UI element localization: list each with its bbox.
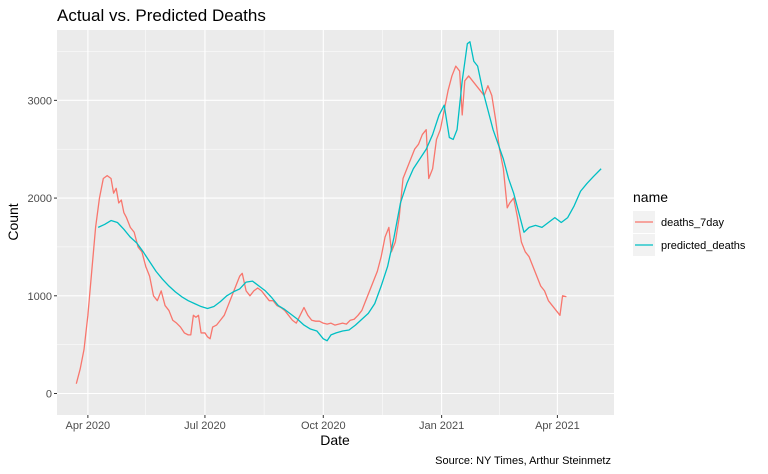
x-axis: Apr 2020 Jul 2020 Oct 2020 Jan 2021 Apr 2021 xyxy=(66,415,580,432)
series-lines xyxy=(75,41,602,384)
x-tick-label: Apr 2021 xyxy=(535,420,580,432)
series-line-deaths-7day xyxy=(75,65,567,384)
x-tick-label: Jul 2020 xyxy=(184,420,226,432)
legend-label: predicted_deaths xyxy=(661,240,746,252)
y-tick-label: 3000 xyxy=(28,95,52,107)
y-axis-title: Count xyxy=(5,203,21,240)
y-tick-label: 2000 xyxy=(28,193,52,205)
x-tick-label: Apr 2020 xyxy=(66,420,111,432)
legend-item-deaths-7day: deaths_7day xyxy=(633,211,724,233)
major-gridlines xyxy=(57,30,614,415)
minor-gridlines xyxy=(57,30,614,415)
legend: name deaths_7day predicted_deaths xyxy=(633,189,746,256)
legend-items: deaths_7day predicted_deaths xyxy=(633,211,746,256)
legend-item-predicted-deaths: predicted_deaths xyxy=(633,234,746,256)
x-axis-title: Date xyxy=(320,432,350,448)
y-tick-label: 1000 xyxy=(28,291,52,303)
legend-title: name xyxy=(633,189,668,205)
y-tick-label: 0 xyxy=(46,389,52,401)
y-axis: 0 1000 2000 3000 xyxy=(28,95,57,401)
x-tick-label: Oct 2020 xyxy=(301,420,346,432)
plot-panel xyxy=(57,30,614,415)
chart-title: Actual vs. Predicted Deaths xyxy=(57,6,266,25)
x-tick-label: Jan 2021 xyxy=(419,420,464,432)
series-line-predicted-deaths xyxy=(97,41,602,342)
legend-label: deaths_7day xyxy=(661,217,724,229)
chart-caption: Source: NY Times, Arthur Steinmetz xyxy=(435,455,611,467)
